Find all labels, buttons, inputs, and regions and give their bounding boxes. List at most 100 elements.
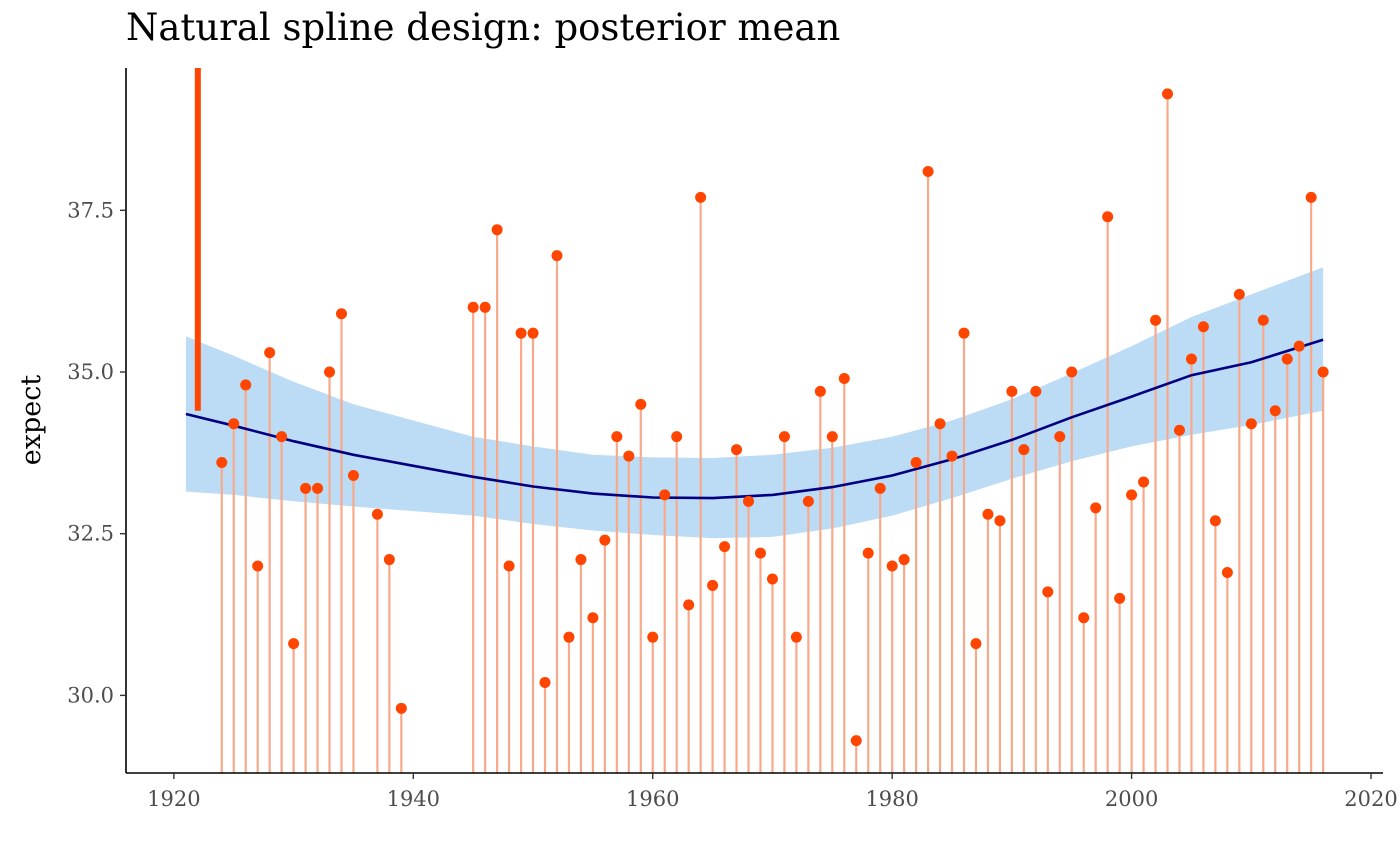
data-point bbox=[1197, 321, 1209, 333]
data-point bbox=[335, 308, 347, 320]
data-point bbox=[611, 431, 623, 443]
data-point bbox=[347, 469, 359, 481]
data-point bbox=[371, 508, 383, 520]
data-point bbox=[1305, 191, 1317, 203]
y-tick-label: 32.5 bbox=[67, 522, 114, 546]
data-point bbox=[790, 631, 802, 643]
data-point bbox=[1245, 418, 1257, 430]
data-point bbox=[635, 398, 647, 410]
data-point bbox=[1042, 586, 1054, 598]
data-point bbox=[850, 735, 862, 747]
data-point bbox=[1066, 366, 1078, 378]
data-point bbox=[754, 547, 766, 559]
data-point bbox=[1018, 444, 1030, 456]
data-point bbox=[599, 534, 611, 546]
data-point bbox=[1293, 340, 1305, 352]
data-point bbox=[695, 191, 707, 203]
x-tick-label: 1920 bbox=[147, 787, 200, 811]
data-point bbox=[683, 599, 695, 611]
data-point bbox=[743, 495, 755, 507]
data-point bbox=[766, 573, 778, 585]
data-point bbox=[898, 554, 910, 566]
data-point bbox=[946, 450, 958, 462]
data-point bbox=[216, 457, 228, 469]
data-point bbox=[383, 554, 395, 566]
x-tick-label: 2020 bbox=[1344, 787, 1397, 811]
data-point bbox=[527, 327, 539, 339]
posterior-mean-line-layer bbox=[185, 338, 1324, 500]
data-point bbox=[1138, 476, 1150, 488]
data-point bbox=[671, 431, 683, 443]
data-point bbox=[1257, 314, 1269, 326]
data-point bbox=[802, 495, 814, 507]
data-point bbox=[1150, 314, 1162, 326]
data-point bbox=[1173, 424, 1185, 436]
data-point bbox=[982, 508, 994, 520]
data-point bbox=[1162, 88, 1174, 100]
credible-ribbon-layer bbox=[185, 267, 1324, 539]
data-point bbox=[1317, 366, 1329, 378]
data-point bbox=[1221, 566, 1233, 578]
data-point bbox=[300, 482, 312, 494]
data-point bbox=[575, 554, 587, 566]
data-point bbox=[1269, 405, 1281, 417]
data-point bbox=[1090, 502, 1102, 514]
data-point bbox=[910, 457, 922, 469]
x-tick-label: 1940 bbox=[387, 787, 440, 811]
data-point bbox=[1209, 515, 1221, 527]
data-point bbox=[1185, 353, 1197, 365]
data-points-layer bbox=[216, 88, 1329, 747]
data-point bbox=[1126, 489, 1138, 501]
data-point bbox=[228, 418, 240, 430]
y-tick-label: 30.0 bbox=[67, 683, 114, 707]
data-point bbox=[934, 418, 946, 430]
data-point bbox=[623, 450, 635, 462]
data-point bbox=[814, 385, 826, 397]
data-point bbox=[1114, 592, 1126, 604]
data-point bbox=[886, 560, 898, 572]
data-point bbox=[1054, 431, 1066, 443]
data-point bbox=[467, 301, 479, 313]
data-point bbox=[647, 631, 659, 643]
data-point bbox=[1006, 385, 1018, 397]
axes-layer: 1920 1940 1960 1980 2000 2020 30.0 32.5 35.0 37.5 bbox=[67, 68, 1398, 811]
data-point bbox=[731, 444, 743, 456]
y-axis-title: expect bbox=[16, 375, 47, 466]
data-point bbox=[778, 431, 790, 443]
data-point bbox=[276, 431, 288, 443]
data-point bbox=[264, 347, 276, 359]
data-point bbox=[874, 482, 886, 494]
data-point bbox=[838, 372, 850, 384]
data-point bbox=[1233, 288, 1245, 300]
data-point bbox=[719, 541, 731, 553]
data-point bbox=[479, 301, 491, 313]
y-tick-label: 37.5 bbox=[67, 198, 114, 222]
data-point bbox=[539, 676, 551, 688]
data-point bbox=[862, 547, 874, 559]
residual-segments-layer bbox=[220, 93, 1325, 773]
data-point bbox=[503, 560, 515, 572]
data-point bbox=[288, 638, 300, 650]
data-point bbox=[958, 327, 970, 339]
data-point bbox=[1102, 211, 1114, 223]
data-point bbox=[922, 165, 934, 177]
data-point bbox=[395, 702, 407, 714]
posterior-mean-line bbox=[185, 338, 1324, 500]
x-tick-label: 1980 bbox=[865, 787, 918, 811]
x-tick-label: 1960 bbox=[626, 787, 679, 811]
credible-ribbon bbox=[185, 267, 1324, 539]
data-point bbox=[1030, 385, 1042, 397]
data-point bbox=[515, 327, 527, 339]
y-tick-label: 35.0 bbox=[67, 360, 114, 384]
data-point bbox=[707, 579, 719, 591]
data-point bbox=[252, 560, 264, 572]
data-point bbox=[826, 431, 838, 443]
data-point bbox=[312, 482, 324, 494]
data-point bbox=[324, 366, 336, 378]
data-point bbox=[551, 250, 563, 262]
data-point bbox=[994, 515, 1006, 527]
data-point bbox=[563, 631, 575, 643]
data-point bbox=[659, 489, 671, 501]
data-point bbox=[1281, 353, 1293, 365]
